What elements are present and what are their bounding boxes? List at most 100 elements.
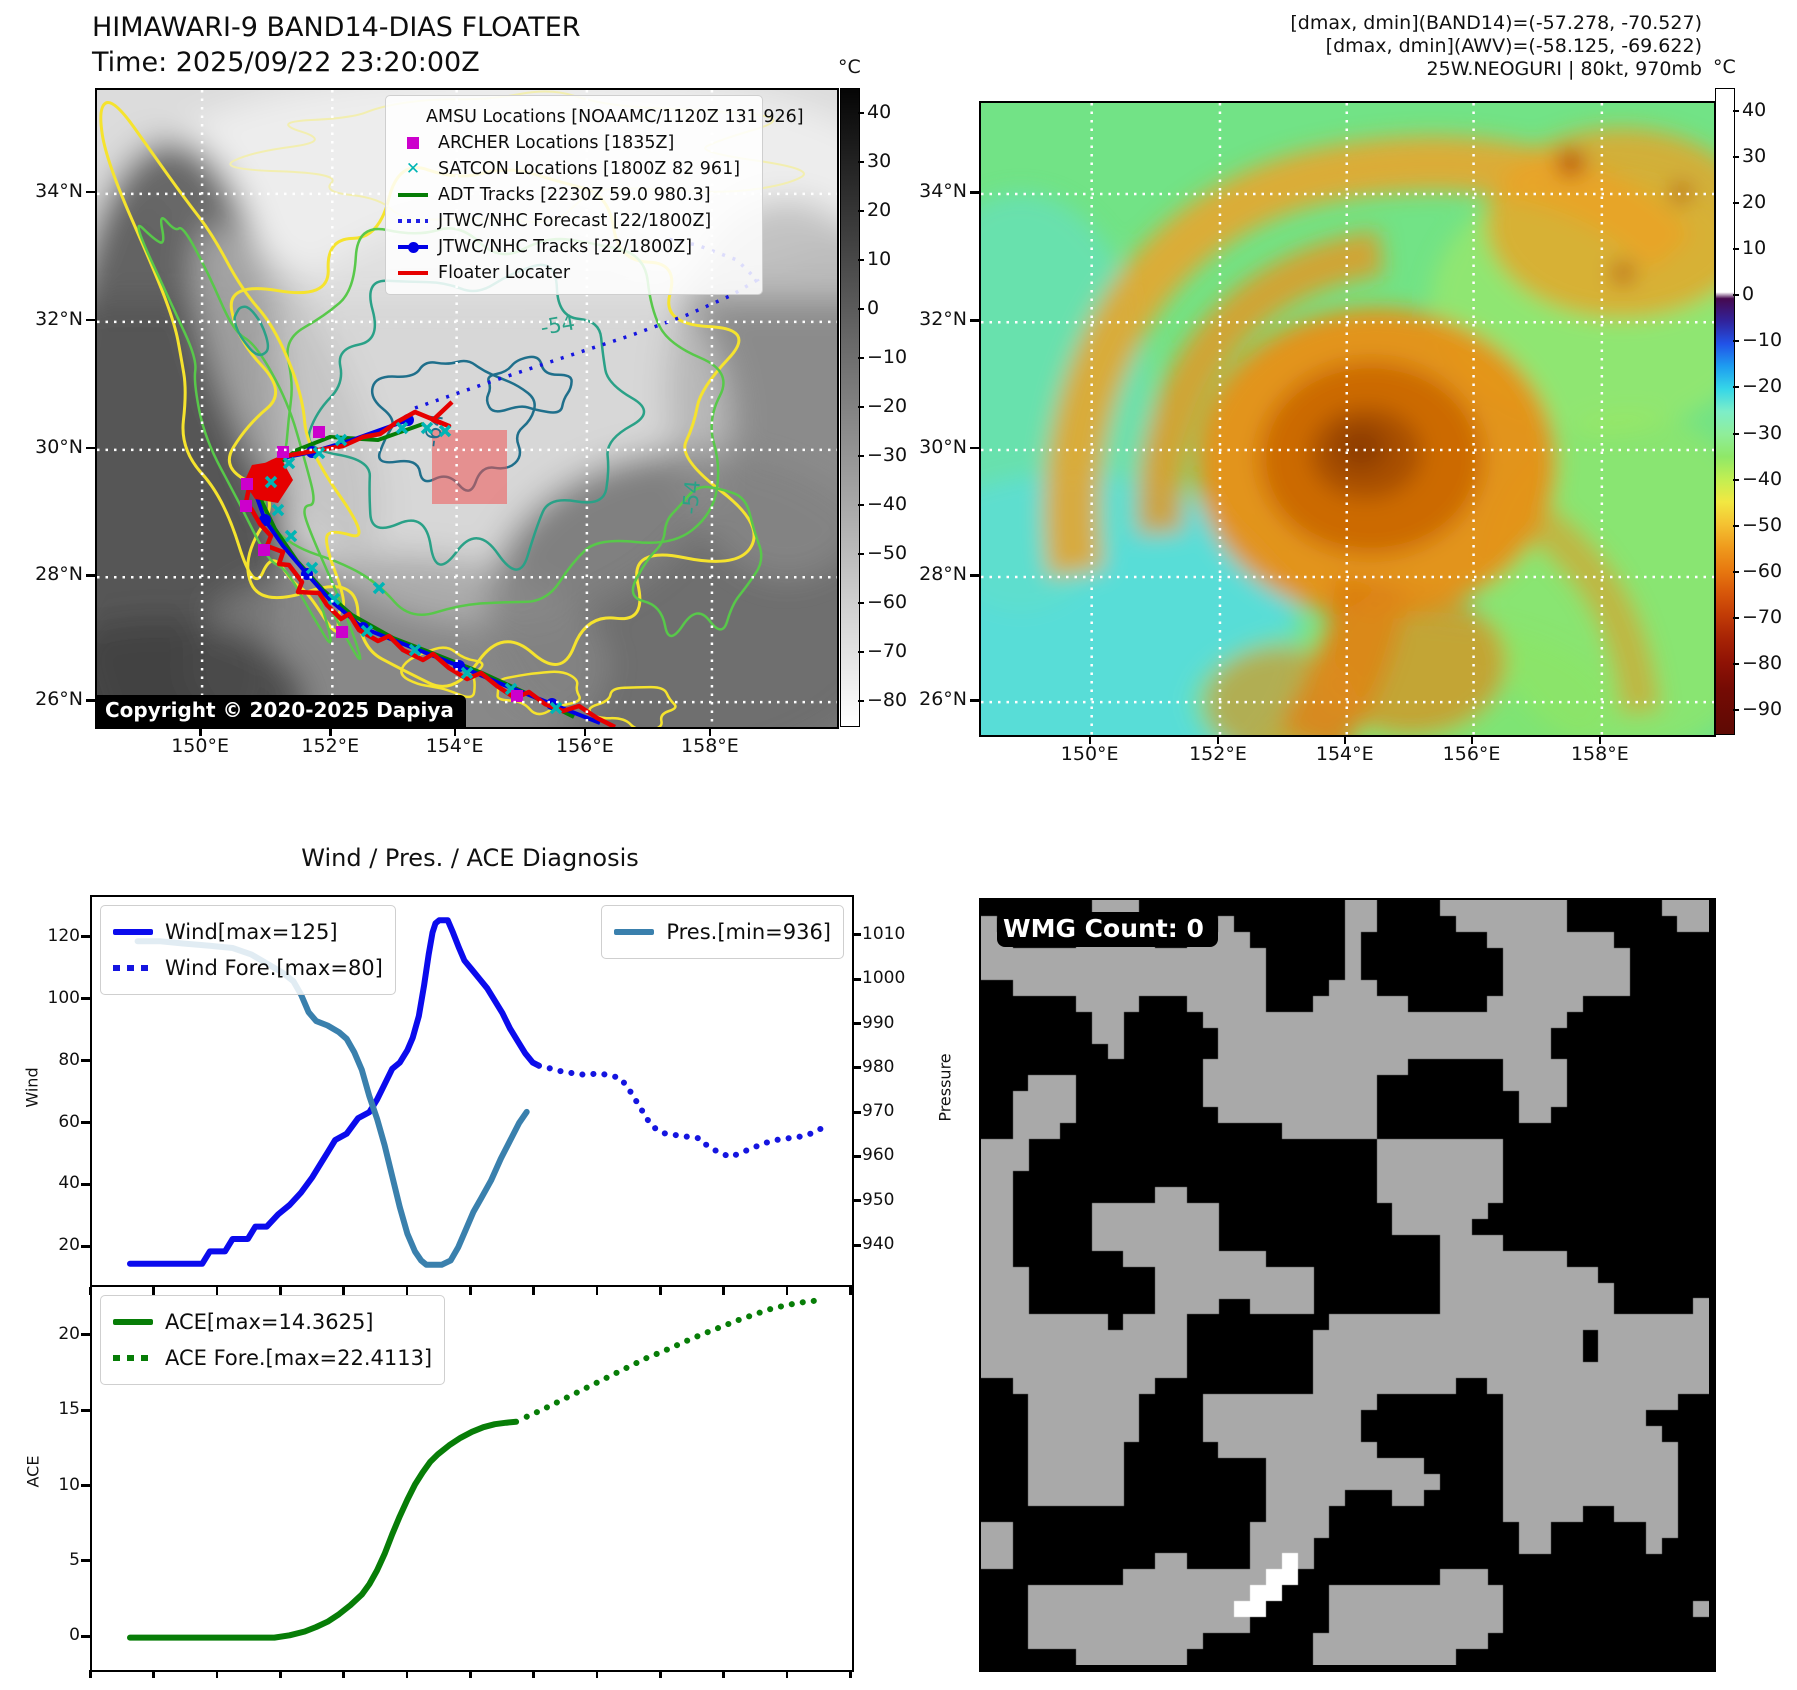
tick-mark xyxy=(86,446,95,450)
ace-fore-dotted-icon xyxy=(113,1355,153,1361)
floater-box xyxy=(432,430,507,504)
left-lon-label: 154°E xyxy=(425,735,484,757)
band14-colorbar xyxy=(840,88,860,727)
left-lat-label: 32°N xyxy=(35,307,83,330)
band14-satellite-map: -54 -64 -54 AMSU Locations [NOAAMC/1120Z 1… xyxy=(95,88,839,729)
tick-mark xyxy=(81,997,90,1001)
tick-mark xyxy=(1343,735,1347,744)
y-tick-label: 80 xyxy=(58,1049,80,1070)
wind-line-icon xyxy=(113,929,153,935)
left-colorbar-unit: °C xyxy=(838,56,861,78)
contour-label: -54 xyxy=(678,479,705,515)
copyright-badge: Copyright © 2020-2025 Dapiya xyxy=(97,695,466,727)
tick-mark xyxy=(595,1670,599,1678)
tick-mark xyxy=(852,977,861,981)
tick-mark xyxy=(858,356,864,359)
y-tick-label: 40 xyxy=(58,1173,80,1194)
y-tick-label: 0 xyxy=(69,1625,80,1646)
left-lat-label: 28°N xyxy=(35,563,83,586)
satcon-x xyxy=(395,421,409,435)
satcon-x xyxy=(438,424,452,438)
tick-mark xyxy=(1470,735,1474,744)
y-tick-label: 60 xyxy=(58,1111,80,1132)
tick-mark xyxy=(1733,432,1739,435)
right-lon-label: 154°E xyxy=(1315,743,1374,765)
right-lon-label: 158°E xyxy=(1570,743,1629,765)
legend-jtwc-tracks: JTWC/NHC Tracks [22/1800Z] xyxy=(398,234,750,260)
right-lon-label: 150°E xyxy=(1060,743,1119,765)
satcon-x xyxy=(372,581,386,595)
wmg-count-label: WMG Count: 0 xyxy=(997,912,1218,947)
tick-mark xyxy=(1733,156,1739,159)
storm-id: 25W.NEOGURI | 80kt, 970mb xyxy=(1426,58,1702,80)
wmg-panel: WMG Count: 0 xyxy=(979,898,1716,1672)
wind-pressure-chart: Wind[max=125] Wind Fore.[max=80] Pres.[m… xyxy=(90,895,854,1289)
tick-mark xyxy=(858,111,864,114)
tick-mark xyxy=(81,1244,90,1248)
tick-mark xyxy=(858,552,864,555)
right-colorbar-tick: 20 xyxy=(1742,191,1767,214)
tick-mark xyxy=(583,727,587,736)
right-lat-label: 30°N xyxy=(919,435,967,458)
left-lon-label: 156°E xyxy=(555,735,614,757)
ir-contour xyxy=(137,217,362,661)
right-lat-label: 28°N xyxy=(919,563,967,585)
contour-label: -54 xyxy=(539,310,577,340)
left-lat-label: 34°N xyxy=(35,179,83,202)
tick-mark xyxy=(1733,478,1739,481)
tick-mark xyxy=(858,405,864,408)
floater-line-icon xyxy=(398,271,428,275)
legend-archer: ARCHER Locations [1835Z] xyxy=(398,130,750,156)
tick-mark xyxy=(469,1287,472,1295)
satcon-x xyxy=(420,421,434,435)
left-colorbar-tick: 20 xyxy=(867,198,892,221)
diagnosis-title: Wind / Pres. / ACE Diagnosis xyxy=(301,844,639,872)
right-colorbar-tick: −70 xyxy=(1742,605,1783,628)
right-lat-label: 26°N xyxy=(919,688,967,711)
legend-floater: Floater Locater xyxy=(398,260,750,286)
right-colorbar-tick: −40 xyxy=(1742,467,1783,490)
colored-ir-satellite-map xyxy=(979,101,1716,737)
amsu-location-square xyxy=(241,478,253,490)
tick-mark xyxy=(86,574,95,577)
tick-mark xyxy=(86,699,95,702)
tick-mark xyxy=(329,727,332,736)
adt-line-icon xyxy=(398,193,428,197)
tick-mark xyxy=(722,1670,725,1678)
tick-mark xyxy=(852,933,861,937)
left-colorbar-tick: −30 xyxy=(867,443,908,466)
y-tick-label: 20 xyxy=(58,1235,80,1256)
right-lat-label: 34°N xyxy=(919,180,967,202)
ir-contour xyxy=(496,670,581,716)
pressure-entry: Pres.[min=936] xyxy=(614,914,831,950)
satcon-x xyxy=(312,446,326,460)
right-lon-label: 152°E xyxy=(1189,743,1247,765)
tick-mark xyxy=(722,1287,725,1295)
satcon-x xyxy=(549,701,563,715)
amsu-location-square xyxy=(511,690,523,702)
tick-mark xyxy=(81,1121,90,1124)
tick-mark xyxy=(852,1243,861,1247)
tick-mark xyxy=(970,446,979,450)
tick-mark xyxy=(852,1199,861,1203)
wind-obs-entry: Wind[max=125] xyxy=(113,914,383,950)
tick-mark xyxy=(405,1287,409,1295)
page-title: HIMAWARI-9 BAND14-DIAS FLOATER xyxy=(92,12,581,43)
ir-colorbar xyxy=(1715,88,1735,735)
wmg-pixel-image xyxy=(981,900,1709,1665)
y2-tick-label: 940 xyxy=(862,1234,895,1255)
tick-mark xyxy=(849,1287,852,1295)
series-wind-fore- xyxy=(535,1062,831,1160)
tick-mark xyxy=(89,1287,92,1295)
legend-amsu: AMSU Locations [NOAAMC/1120Z 131 926] xyxy=(426,107,804,127)
right-colorbar-tick: 40 xyxy=(1742,99,1767,122)
satcon-x xyxy=(271,503,285,517)
tick-mark xyxy=(279,1670,282,1678)
timestamp: Time: 2025/09/22 23:20:00Z xyxy=(92,47,480,78)
y-tick-label: 100 xyxy=(47,987,80,1008)
tick-mark xyxy=(86,190,95,194)
right-colorbar-tick: 0 xyxy=(1742,283,1755,306)
floater-track xyxy=(243,400,617,727)
right-colorbar-tick: 30 xyxy=(1742,145,1767,168)
tick-mark xyxy=(852,1154,861,1158)
